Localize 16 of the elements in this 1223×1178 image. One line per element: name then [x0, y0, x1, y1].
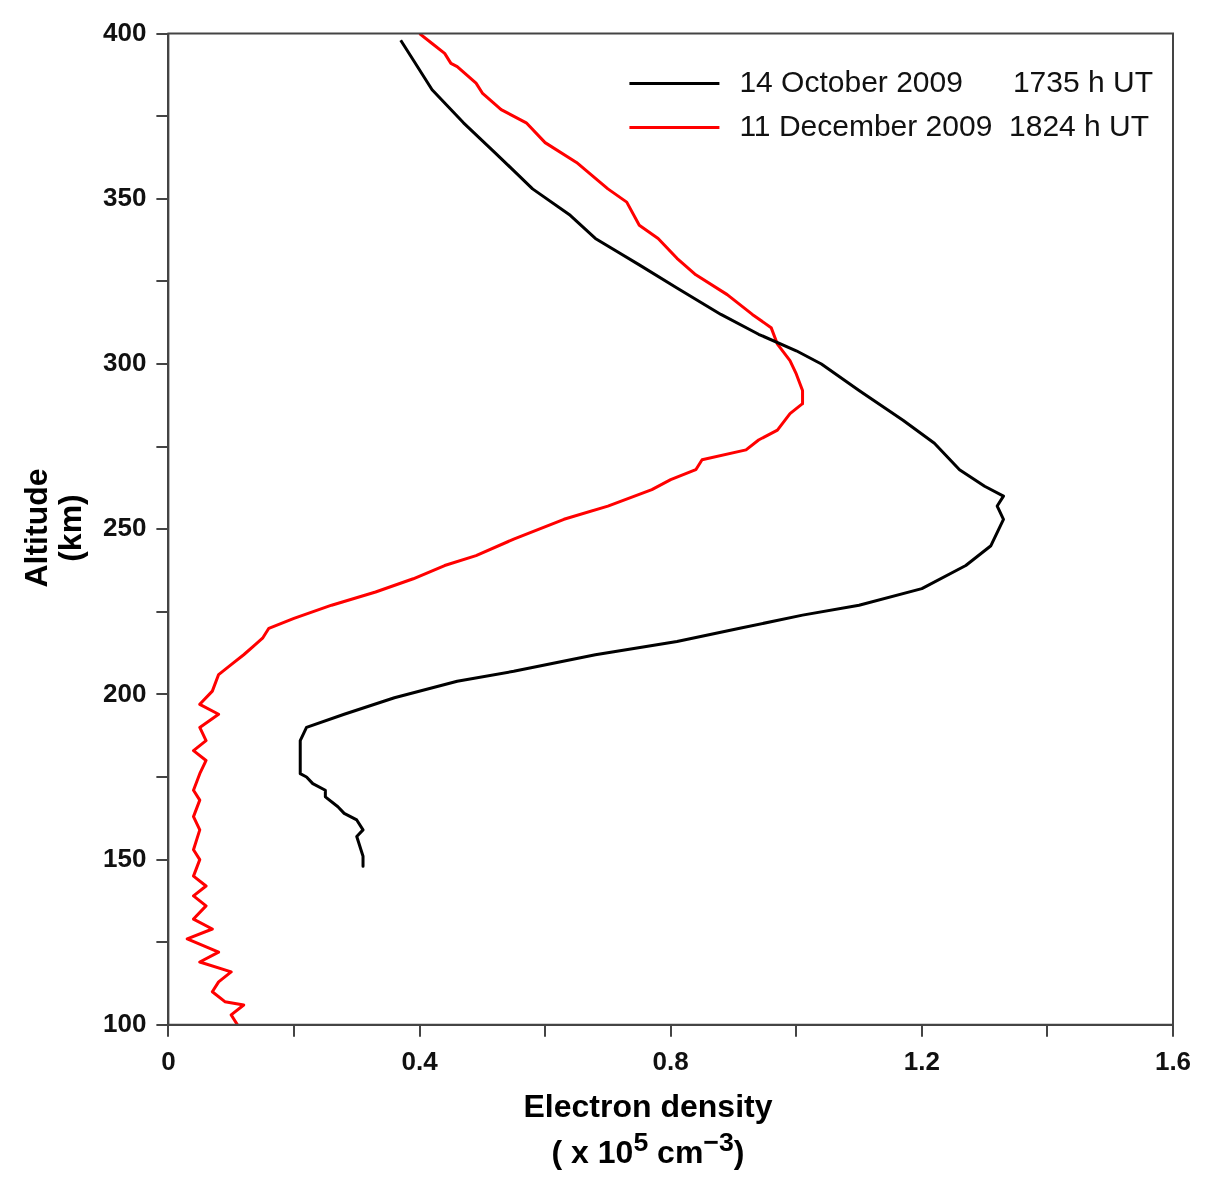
x-tick-label: 0.8: [652, 1045, 689, 1076]
x-tick-label: 1.6: [1154, 1045, 1192, 1076]
x-axis-title: Electron density ( x 10$^{5}$ cm$^{−3}$): [522, 1088, 774, 1170]
y-tick-label: 350: [102, 181, 147, 212]
y-tick-label: 300: [102, 347, 147, 378]
y-tick-label: 200: [102, 677, 147, 708]
legend-label: 14 October 2009 1735 h UT: [739, 64, 1154, 98]
y-tick-label: 250: [102, 512, 147, 543]
y-tick-label: 100: [102, 1007, 147, 1038]
x-tick-label: 0: [161, 1045, 176, 1076]
x-tick-label: 0.4: [401, 1045, 439, 1076]
y-tick-label: 150: [102, 842, 147, 873]
y-tick-label: 400: [102, 16, 147, 47]
y-axis-title: Altitude (km): [18, 468, 88, 588]
legend-label: 11 December 2009 1824 h UT: [739, 108, 1150, 142]
x-tick-label: 1.2: [903, 1045, 940, 1076]
